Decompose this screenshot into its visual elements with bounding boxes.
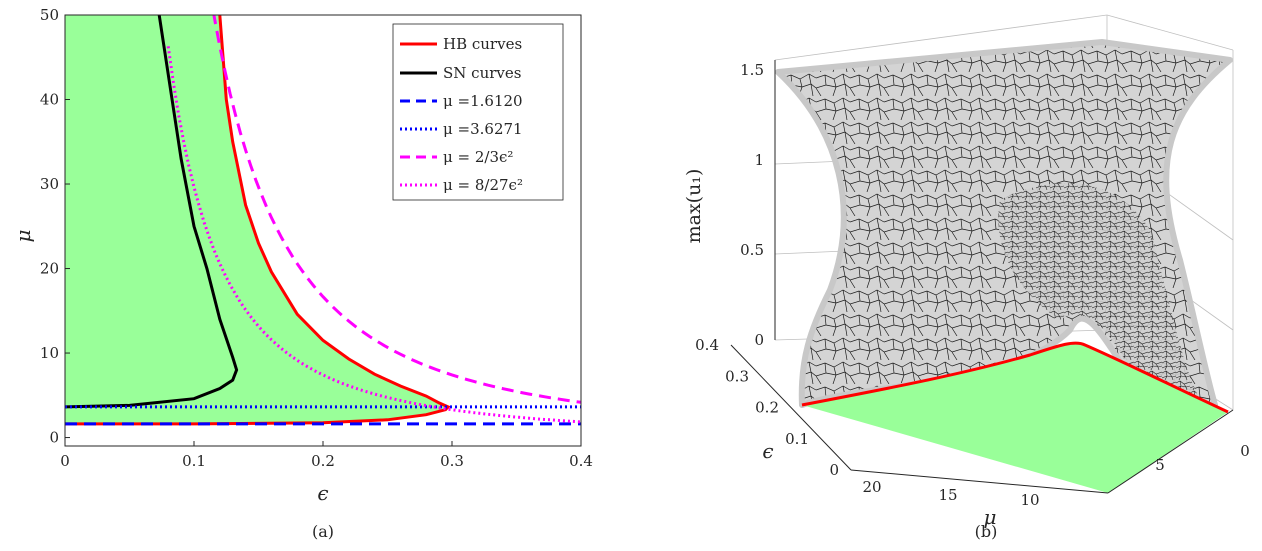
caption-a: (a) [312, 522, 334, 541]
eps-tick-label: 0.1 [785, 430, 809, 448]
legend-827: μ = 8/27ϵ² [443, 176, 523, 194]
x-tick-label: 0.4 [569, 452, 593, 470]
eight-27-curve [166, 46, 581, 424]
legend-sn: SN curves [443, 64, 521, 82]
y-tick-label: 50 [40, 6, 59, 24]
caption-b: (b) [975, 522, 998, 541]
mu-tick-label: 10 [1020, 491, 1039, 509]
mu-tick-label: 5 [1155, 456, 1165, 474]
y-tick-label: 30 [40, 175, 59, 193]
axis-b-zlabel: max(u₁) [683, 169, 705, 244]
x-tick-label: 0 [60, 452, 70, 470]
axes-a-ticks: 0 0.1 0.2 0.3 0.4 0 10 20 30 40 50 [40, 6, 593, 470]
mu-tick-label: 20 [862, 478, 881, 496]
axis-a-ylabel: μ [11, 230, 35, 243]
z-tick-label: 1.5 [740, 61, 764, 79]
legend-23: μ = 2/3ϵ² [443, 148, 513, 166]
y-tick-label: 20 [40, 260, 59, 278]
legend-a: HB curves SN curves μ =1.6120 μ =3.6271 … [392, 23, 564, 201]
x-tick-label: 0.3 [440, 452, 464, 470]
axis-b-ylabel: ϵ [762, 439, 773, 463]
legend-hb: HB curves [443, 35, 522, 53]
x-tick-label: 0.1 [182, 452, 206, 470]
stable-region-fill [65, 15, 449, 424]
x-tick-label: 0.2 [311, 452, 335, 470]
y-tick-label: 10 [40, 344, 59, 362]
legend-mu2: μ =3.6271 [443, 120, 523, 138]
axes-b-frame [730, 60, 1234, 494]
axes-b-ticks: 0 0.5 1 1.5 0 0.1 0.2 0.3 0.4 20 15 10 5 0 [695, 61, 1250, 509]
hb-curve [65, 15, 451, 426]
eps-tick-label: 0.3 [725, 367, 749, 385]
eps-tick-label: 0.4 [695, 336, 719, 354]
axis-b-xlabel: μ [984, 505, 997, 529]
eps-tick-label: 0.2 [755, 399, 779, 417]
base-region-fill [802, 343, 1228, 493]
axis-a-xlabel: ϵ [317, 481, 328, 505]
eps-tick-label: 0 [829, 461, 839, 479]
mu-tick-label: 15 [938, 486, 957, 504]
z-tick-label: 0.5 [740, 241, 764, 259]
legend-mu1: μ =1.6120 [443, 92, 523, 110]
surface-dense-region [998, 183, 1200, 405]
z-tick-label: 1 [754, 151, 764, 169]
sn-curve [65, 15, 239, 409]
mu-tick-label: 0 [1240, 442, 1250, 460]
z-tick-label: 0 [754, 331, 764, 349]
two-thirds-curve [212, 15, 581, 404]
y-tick-label: 0 [49, 429, 59, 447]
panel-a: 0 0.1 0.2 0.3 0.4 0 10 20 30 40 50 ϵ μ (a) HB curv… [11, 6, 593, 541]
y-tick-label: 40 [40, 91, 59, 109]
hb-boundary-curve [801, 341, 1229, 414]
